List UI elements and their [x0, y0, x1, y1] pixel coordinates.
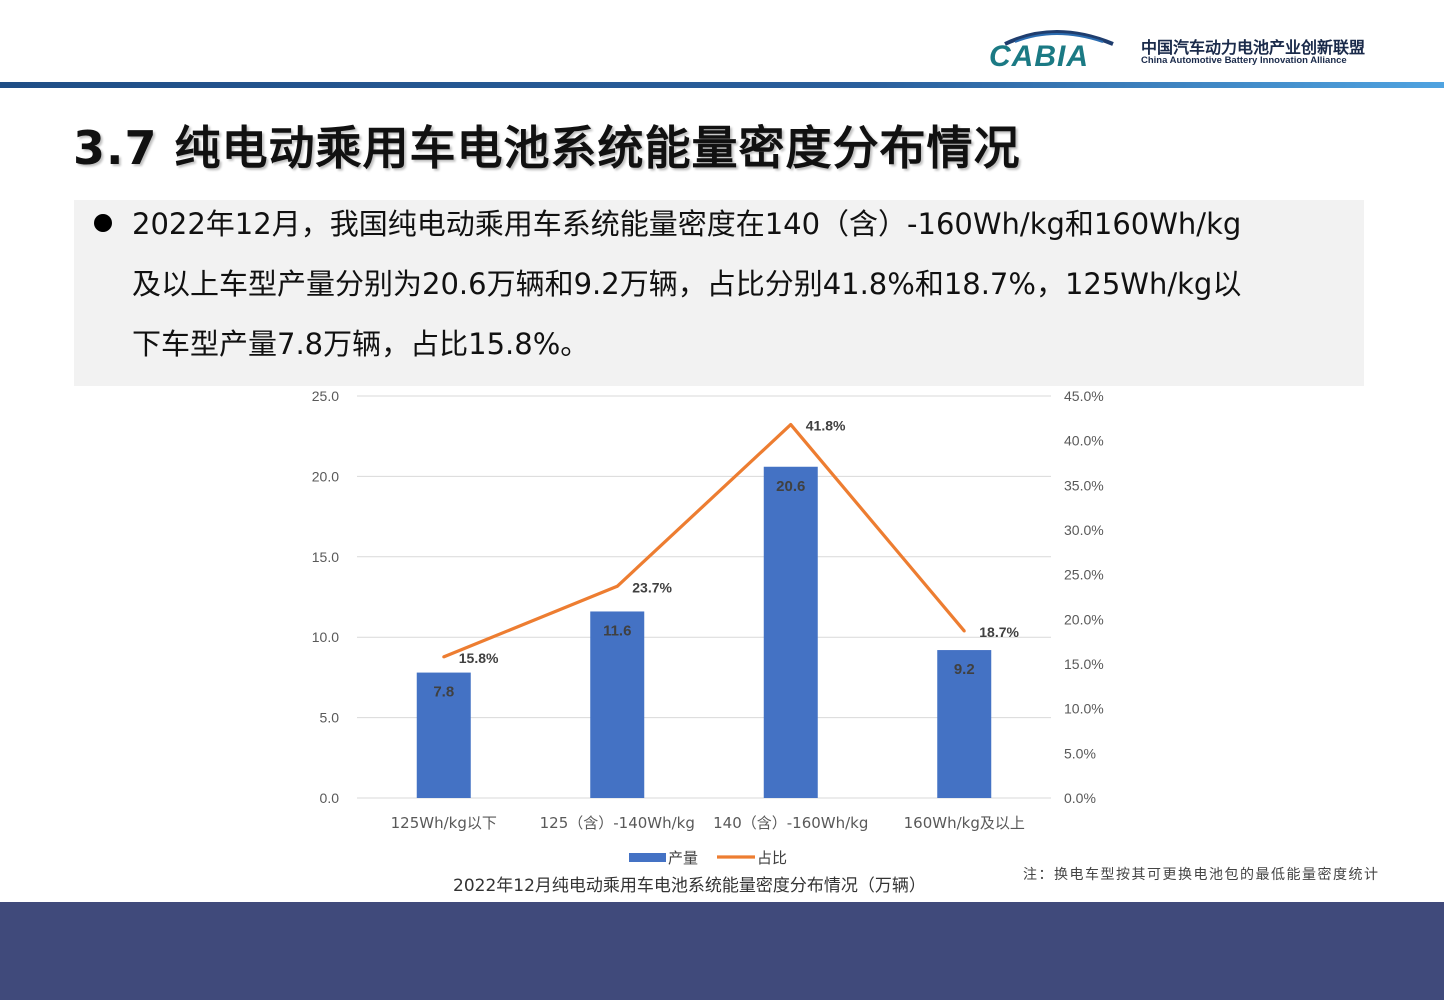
cabia-logo: CABIA	[985, 22, 1125, 73]
right-tick-label: 10.0%	[1064, 701, 1104, 717]
left-tick-label: 20.0	[312, 468, 339, 484]
right-tick-label: 25.0%	[1064, 567, 1104, 583]
chart-legend: 产量 占比	[629, 849, 787, 867]
bar-data-label: 9.2	[954, 661, 975, 678]
line-point	[615, 584, 619, 588]
bar-series: 7.8 11.6 20.6 9.2	[416, 466, 992, 798]
bar-data-label: 7.8	[433, 684, 454, 701]
summary-box	[74, 200, 1364, 386]
category-label: 125Wh/kg以下	[391, 814, 497, 832]
line-series: 15.8% 23.7% 41.8% 18.7%	[442, 418, 1019, 666]
page-title: 3.7 纯电动乘用车电池系统能量密度分布情况	[73, 121, 1021, 175]
right-tick-label: 35.0%	[1064, 477, 1104, 493]
summary-line-2: 及以上车型产量分别为20.6万辆和9.2万辆，占比分别41.8%和18.7%，1…	[132, 267, 1242, 301]
legend-bar-swatch	[629, 853, 666, 862]
bar-data-label: 20.6	[776, 478, 805, 495]
bar-data-label: 11.6	[603, 622, 631, 639]
right-tick-label: 0.0%	[1064, 790, 1096, 806]
left-tick-label: 5.0	[320, 710, 340, 726]
right-tick-label: 15.0%	[1064, 656, 1104, 672]
line-data-label: 15.8%	[459, 650, 499, 666]
legend-line-label: 占比	[757, 849, 787, 867]
org-name-cn: 中国汽车动力电池产业创新联盟	[1141, 38, 1366, 57]
energy-density-chart: 0.0 5.0 10.0 15.0 20.0 25.0 0.0% 5.0% 10.0% 15.0…	[312, 388, 1104, 867]
left-tick-label: 10.0	[312, 629, 339, 645]
category-label: 125（含）-140Wh/kg	[540, 814, 695, 832]
header-divider	[0, 82, 1444, 88]
footnote: 注：换电车型按其可更换电池包的最低能量密度统计	[1023, 867, 1380, 883]
chart-caption: 2022年12月纯电动乘用车电池系统能量密度分布情况（万辆）	[453, 876, 926, 896]
page-header: CABIA 中国汽车动力电池产业创新联盟 China Automotive Ba…	[0, 0, 1444, 90]
line-point	[442, 655, 446, 659]
page-footer	[0, 902, 1444, 1000]
line-data-label: 18.7%	[979, 624, 1019, 640]
org-name-en: China Automotive Battery Innovation Alli…	[1141, 55, 1347, 66]
summary-line-1: 2022年12月，我国纯电动乘用车系统能量密度在140（含）-160Wh/kg和…	[132, 207, 1242, 241]
right-tick-label: 30.0%	[1064, 522, 1104, 538]
bar	[937, 650, 992, 798]
line-data-label: 23.7%	[632, 579, 672, 595]
category-label: 140（含）-160Wh/kg	[713, 814, 868, 832]
right-axis: 0.0% 5.0% 10.0% 15.0% 20.0% 25.0% 30.0% 35.0% 40…	[1064, 388, 1104, 806]
bullet-dot-icon	[94, 214, 112, 232]
category-axis: 125Wh/kg以下 125（含）-140Wh/kg 140（含）-160Wh/kg…	[391, 814, 1025, 832]
right-tick-label: 40.0%	[1064, 433, 1104, 449]
chart-gridlines	[357, 395, 1051, 799]
left-tick-label: 15.0	[312, 549, 339, 565]
left-axis: 0.0 5.0 10.0 15.0 20.0 25.0	[312, 388, 339, 806]
summary-line-3: 下车型产量7.8万辆，占比15.8%。	[132, 327, 590, 361]
left-tick-label: 0.0	[320, 790, 340, 806]
line-path	[443, 422, 966, 659]
bar	[416, 672, 471, 798]
left-tick-label: 25.0	[312, 388, 339, 404]
legend-bar-label: 产量	[668, 849, 698, 867]
line-data-label: 41.8%	[806, 418, 846, 434]
line-point	[962, 629, 966, 633]
bar	[763, 466, 818, 798]
line-point	[789, 423, 793, 427]
right-tick-label: 20.0%	[1064, 611, 1104, 627]
summary-text: 2022年12月，我国纯电动乘用车系统能量密度在140（含）-160Wh/kg和…	[132, 194, 1332, 374]
bar	[590, 611, 645, 798]
logo-text: CABIA	[989, 40, 1089, 72]
right-tick-label: 45.0%	[1064, 388, 1104, 404]
category-label: 160Wh/kg及以上	[904, 814, 1025, 832]
right-tick-label: 5.0%	[1064, 745, 1096, 761]
